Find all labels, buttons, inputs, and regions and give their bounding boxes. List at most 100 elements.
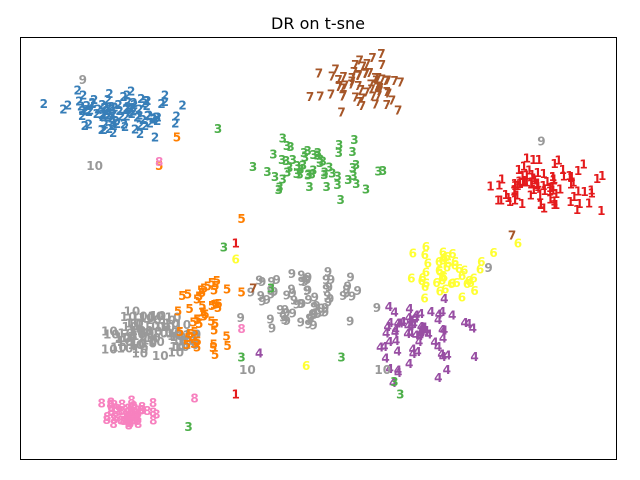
point-label-7: 7 bbox=[249, 281, 257, 295]
point-label-9: 9 bbox=[310, 300, 318, 314]
point-label-6: 6 bbox=[443, 260, 451, 274]
point-label-3: 3 bbox=[267, 281, 275, 295]
point-label-7: 7 bbox=[338, 81, 346, 95]
point-label-9: 9 bbox=[298, 275, 306, 289]
point-label-1: 1 bbox=[510, 185, 518, 199]
point-label-8: 8 bbox=[125, 412, 133, 426]
point-label-2: 2 bbox=[141, 119, 149, 133]
point-label-10: 10 bbox=[138, 327, 155, 341]
point-label-5: 5 bbox=[184, 288, 192, 302]
point-label-9: 9 bbox=[348, 290, 356, 304]
point-label-3: 3 bbox=[337, 193, 345, 207]
point-label-5: 5 bbox=[222, 330, 230, 344]
point-label-7: 7 bbox=[383, 85, 391, 99]
point-label-8: 8 bbox=[112, 410, 120, 424]
point-label-1: 1 bbox=[506, 195, 514, 209]
point-label-1: 1 bbox=[573, 203, 581, 217]
point-label-3: 3 bbox=[348, 145, 356, 159]
point-label-8: 8 bbox=[125, 416, 133, 430]
point-label-4: 4 bbox=[417, 320, 425, 334]
point-label-8: 8 bbox=[125, 409, 133, 423]
point-label-3: 3 bbox=[396, 387, 404, 401]
point-label-2: 2 bbox=[108, 111, 116, 125]
point-label-10: 10 bbox=[152, 349, 169, 363]
point-label-1: 1 bbox=[549, 173, 557, 187]
point-label-6: 6 bbox=[489, 246, 497, 260]
point-label-4: 4 bbox=[389, 376, 397, 390]
point-label-1: 1 bbox=[511, 193, 519, 207]
point-label-5: 5 bbox=[198, 299, 206, 313]
point-label-7: 7 bbox=[363, 57, 371, 71]
point-label-10: 10 bbox=[117, 335, 134, 349]
point-label-4: 4 bbox=[415, 335, 423, 349]
point-label-8: 8 bbox=[149, 406, 157, 420]
point-label-3: 3 bbox=[362, 183, 370, 197]
point-label-6: 6 bbox=[451, 255, 459, 269]
point-label-5: 5 bbox=[198, 286, 206, 300]
point-label-5: 5 bbox=[208, 276, 216, 290]
point-label-9: 9 bbox=[267, 275, 275, 289]
point-label-2: 2 bbox=[143, 99, 151, 113]
point-label-5: 5 bbox=[212, 298, 220, 312]
point-label-4: 4 bbox=[409, 347, 417, 361]
point-label-8: 8 bbox=[130, 402, 138, 416]
point-label-5: 5 bbox=[200, 310, 208, 324]
point-label-3: 3 bbox=[337, 351, 345, 365]
point-label-3: 3 bbox=[214, 122, 222, 136]
point-label-1: 1 bbox=[534, 177, 542, 191]
point-label-1: 1 bbox=[574, 185, 582, 199]
point-label-6: 6 bbox=[424, 256, 432, 270]
point-label-7: 7 bbox=[355, 95, 363, 109]
point-label-10: 10 bbox=[180, 334, 197, 348]
point-label-4: 4 bbox=[255, 347, 263, 361]
point-label-7: 7 bbox=[339, 70, 347, 84]
point-label-2: 2 bbox=[105, 122, 113, 136]
point-label-7: 7 bbox=[348, 71, 356, 85]
point-label-4: 4 bbox=[443, 363, 451, 377]
point-label-6: 6 bbox=[463, 277, 471, 291]
point-label-7: 7 bbox=[356, 53, 364, 67]
point-label-2: 2 bbox=[122, 110, 130, 124]
point-label-1: 1 bbox=[585, 197, 593, 211]
point-label-9: 9 bbox=[266, 313, 274, 327]
point-label-10: 10 bbox=[131, 347, 148, 361]
point-label-5: 5 bbox=[189, 316, 197, 330]
point-label-8: 8 bbox=[125, 419, 133, 433]
point-label-8: 8 bbox=[123, 406, 131, 420]
point-label-7: 7 bbox=[351, 58, 359, 72]
point-label-7: 7 bbox=[377, 47, 385, 61]
point-label-4: 4 bbox=[417, 307, 425, 321]
point-label-4: 4 bbox=[406, 313, 414, 327]
point-label-6: 6 bbox=[409, 247, 417, 261]
point-label-2: 2 bbox=[98, 108, 106, 122]
point-label-10: 10 bbox=[158, 320, 175, 334]
point-label-2: 2 bbox=[122, 103, 130, 117]
point-label-10: 10 bbox=[128, 338, 145, 352]
point-label-10: 10 bbox=[131, 309, 148, 323]
point-label-4: 4 bbox=[434, 371, 442, 385]
point-label-1: 1 bbox=[515, 163, 523, 177]
point-label-7: 7 bbox=[354, 68, 362, 82]
point-label-9: 9 bbox=[342, 283, 350, 297]
point-label-6: 6 bbox=[448, 247, 456, 261]
point-label-10: 10 bbox=[147, 310, 164, 324]
point-label-2: 2 bbox=[85, 117, 93, 131]
point-label-1: 1 bbox=[534, 166, 542, 180]
point-label-9: 9 bbox=[346, 270, 354, 284]
point-label-8: 8 bbox=[138, 400, 146, 414]
point-label-2: 2 bbox=[136, 119, 144, 133]
point-label-2: 2 bbox=[117, 110, 125, 124]
point-label-8: 8 bbox=[126, 417, 134, 431]
point-label-5: 5 bbox=[213, 274, 221, 288]
point-label-8: 8 bbox=[106, 397, 114, 411]
point-label-7: 7 bbox=[306, 90, 314, 104]
point-label-4: 4 bbox=[410, 317, 418, 331]
point-label-3: 3 bbox=[321, 166, 329, 180]
point-label-10: 10 bbox=[174, 318, 191, 332]
point-label-9: 9 bbox=[310, 308, 318, 322]
point-label-5: 5 bbox=[183, 338, 191, 352]
point-label-10: 10 bbox=[130, 337, 147, 351]
point-label-7: 7 bbox=[371, 98, 379, 112]
point-label-2: 2 bbox=[59, 103, 67, 117]
point-label-3: 3 bbox=[184, 420, 192, 434]
